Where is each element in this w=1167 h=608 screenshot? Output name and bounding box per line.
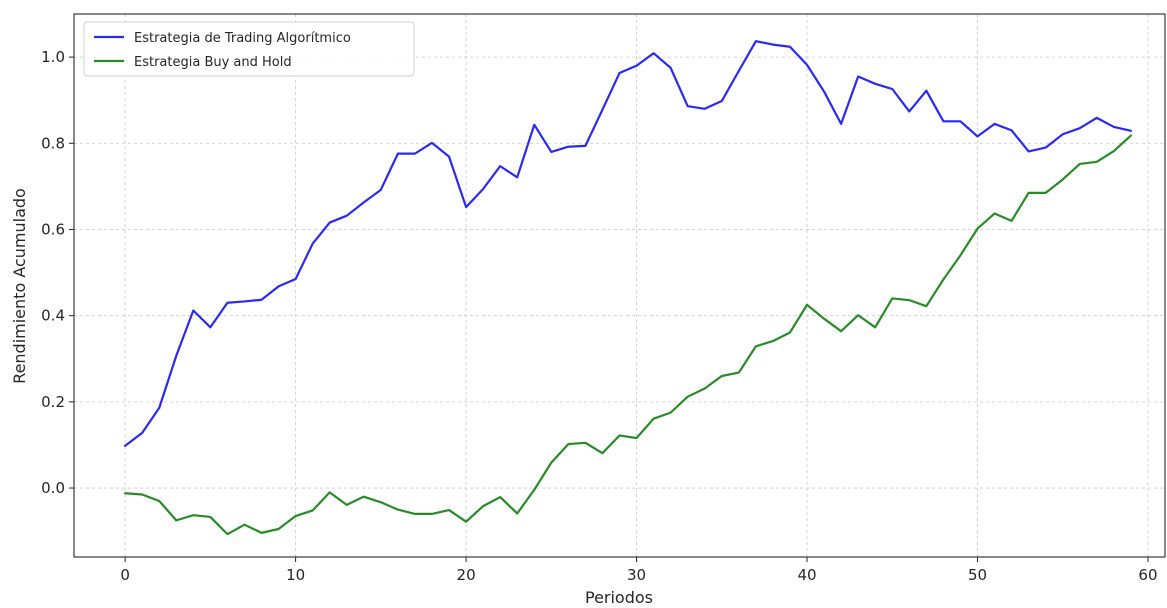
tick-marks-and-labels: 0 10 20 30 40 50 60 0.0 0.2 0.4 0.6 0.8 1.0 xyxy=(41,48,1157,584)
x-tick-label: 40 xyxy=(797,566,816,584)
axes xyxy=(73,13,1166,558)
y-tick-label: 1.0 xyxy=(41,48,65,66)
y-tick-label: 0.8 xyxy=(41,134,65,152)
legend-label-algorithmic: Estrategia de Trading Algorítmico xyxy=(134,31,351,46)
x-tick-label: 20 xyxy=(457,566,476,584)
y-axis-label: Rendimiento Acumulado xyxy=(10,188,29,384)
x-tick-label: 30 xyxy=(627,566,646,584)
x-axis-label: Periodos xyxy=(585,588,653,607)
legend: Estrategia de Trading Algorítmico Estrat… xyxy=(83,21,415,77)
grid-lines xyxy=(74,14,1165,557)
x-tick-label: 50 xyxy=(968,566,987,584)
legend-box xyxy=(83,21,415,77)
x-tick-label: 0 xyxy=(120,566,130,584)
y-tick-label: 0.0 xyxy=(41,479,65,497)
legend-label-buy-and-hold: Estrategia Buy and Hold xyxy=(134,55,292,70)
plot-area-frame xyxy=(73,13,1166,558)
y-tick-label: 0.2 xyxy=(41,393,65,411)
y-tick-label: 0.6 xyxy=(41,220,65,238)
x-tick-label: 60 xyxy=(1138,566,1157,584)
y-tick-label: 0.4 xyxy=(41,307,65,325)
x-tick-label: 10 xyxy=(286,566,305,584)
series-line-algorithmic xyxy=(124,40,1133,447)
series-line-buy-and-hold xyxy=(124,134,1133,536)
series-lines xyxy=(124,40,1133,536)
